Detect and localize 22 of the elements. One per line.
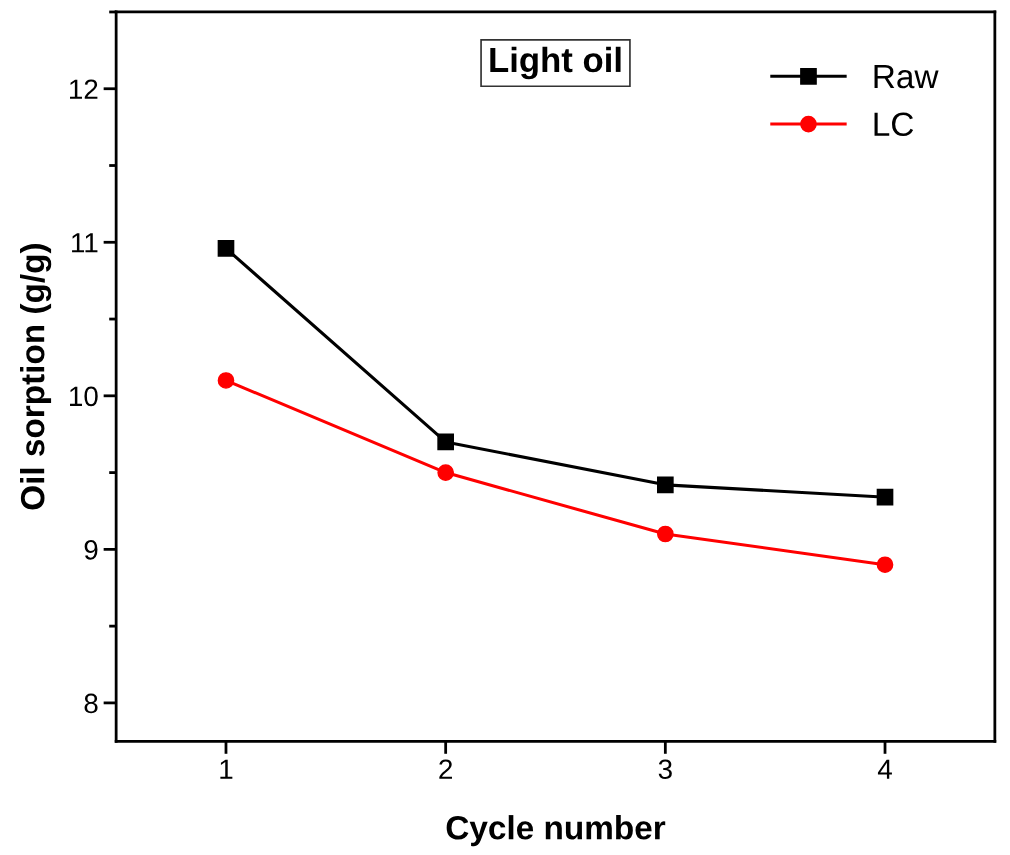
y-axis-title: Oil sorption (g/g) — [20, 244, 52, 510]
y-tick-label: 8 — [84, 693, 98, 714]
legend-label: Raw — [874, 65, 939, 89]
x-tick-label: 4 — [877, 759, 892, 779]
y-tick-label: 9 — [84, 540, 98, 560]
y-tick-label: 12 — [70, 79, 98, 99]
x-tick-label: 2 — [439, 759, 452, 779]
x-tick-label: 3 — [658, 759, 672, 780]
y-tick-label: 11 — [72, 233, 98, 253]
point — [217, 240, 235, 257]
x-tick-label: 1 — [220, 759, 233, 779]
point — [437, 464, 454, 481]
point — [876, 556, 894, 574]
text: Light oil — [490, 46, 621, 80]
legend-label: LC — [874, 112, 914, 137]
point — [657, 525, 674, 543]
x-axis-title: Cycle number — [446, 815, 666, 847]
point — [876, 488, 894, 506]
point — [217, 372, 235, 389]
y-tick-label: 10 — [70, 386, 98, 407]
point — [437, 433, 454, 451]
point — [657, 476, 674, 494]
